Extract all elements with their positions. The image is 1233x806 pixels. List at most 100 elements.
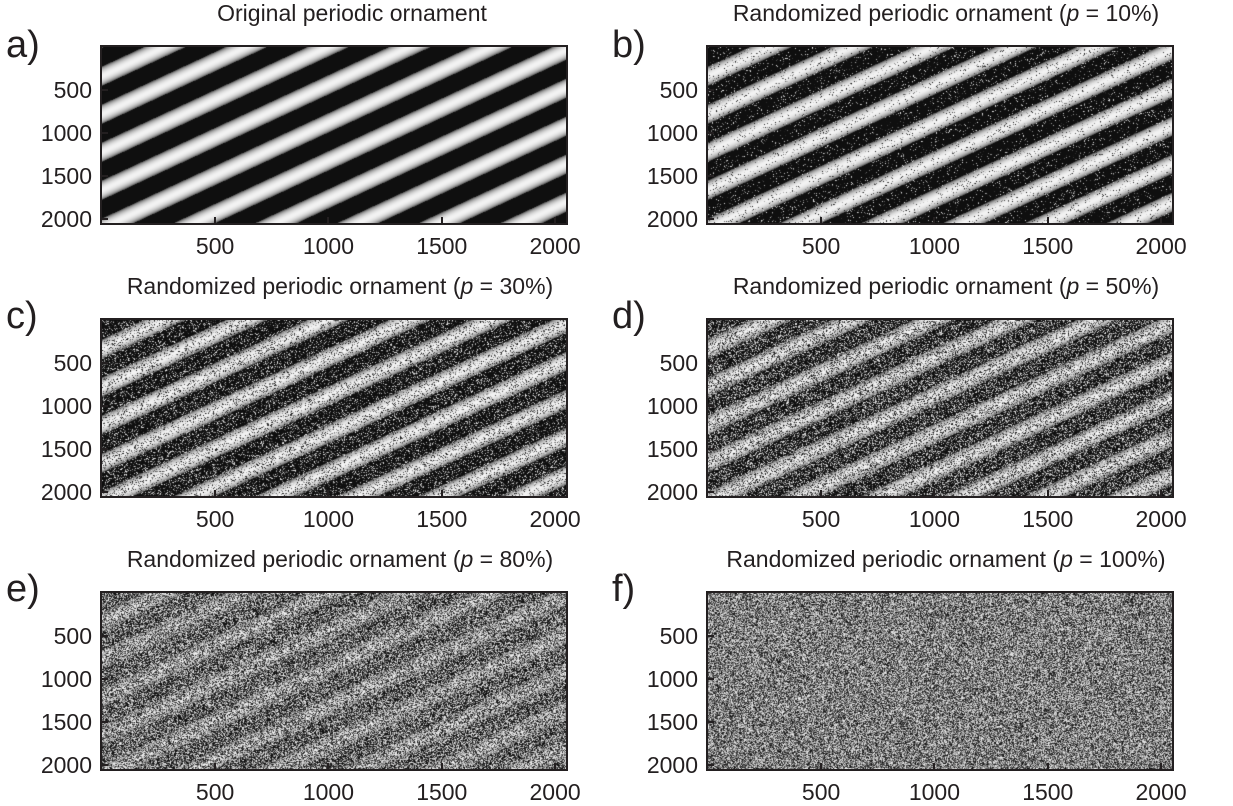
y-tick-mark [102,720,108,723]
y-tick-label: 1000 [646,665,698,692]
x-tick-mark [933,490,936,496]
x-tick-mark [1160,490,1163,496]
x-tick-label: 500 [801,779,841,805]
y-tick-mark [708,490,714,493]
panel-e: e) Randomized periodic ornament (p = 80%)… [0,546,600,806]
y-tick-mark [708,174,714,177]
y-tick-mark [102,131,108,134]
x-tick-label: 1000 [302,506,355,532]
heatmap-image [708,320,1172,496]
x-tick-label: 1500 [1022,233,1074,259]
heatmap-plot [100,45,568,225]
panel-title: Randomized periodic ornament (p = 100%) [646,546,1233,572]
x-tick-label: 1500 [1022,506,1074,532]
y-tick-label: 500 [53,349,92,376]
x-tick-label: 1500 [416,506,468,532]
title-prefix: Randomized periodic ornament ( [726,546,1061,572]
y-tick-label: 1000 [40,392,92,419]
x-tick-label: 2000 [529,779,581,805]
y-tick-mark [708,131,714,134]
y-tick-label: 1000 [40,119,92,146]
x-tick-mark [1046,217,1049,223]
title-suffix: = 30%) [473,273,554,299]
panel-label: d) [612,295,646,337]
y-tick-label: 500 [659,349,698,376]
x-tick-mark [554,217,557,223]
panel-label: f) [612,568,636,610]
x-tick-mark [214,490,217,496]
x-tick-mark [933,763,936,769]
y-tick-label: 1500 [646,708,698,735]
panel-b: b) Randomized periodic ornament (p = 10%)… [606,0,1206,260]
y-tick-mark [102,88,108,91]
y-tick-label: 1500 [40,162,92,189]
x-tick-mark [440,217,443,223]
heatmap-image [708,593,1172,769]
x-tick-mark [1046,763,1049,769]
panel-d: d) Randomized periodic ornament (p = 50%)… [606,273,1206,533]
y-tick-mark [708,361,714,364]
x-tick-label: 2000 [1135,779,1187,805]
x-tick-label: 500 [801,506,841,532]
x-tick-mark [820,763,823,769]
y-tick-mark [102,174,108,177]
y-tick-label: 1000 [646,392,698,419]
heatmap-image [708,47,1172,223]
y-tick-label: 1500 [40,435,92,462]
title-prefix: Randomized periodic ornament ( [732,0,1067,26]
title-prefix: Randomized periodic ornament ( [126,546,461,572]
y-tick-mark [708,217,714,220]
panel-f: f) Randomized periodic ornament (p = 100%… [606,546,1206,806]
panel-label: a) [6,24,40,66]
title-prefix: Randomized periodic ornament ( [126,273,461,299]
panel-title: Original periodic ornament [52,0,652,26]
title-prefix: Randomized periodic ornament ( [732,273,1067,299]
y-tick-mark [102,763,108,766]
heatmap-plot [706,318,1174,498]
x-tick-mark [327,217,330,223]
heatmap-image [102,320,566,496]
x-tick-label: 500 [195,233,235,259]
x-tick-label: 1000 [908,779,961,805]
y-tick-label: 1000 [646,119,698,146]
x-tick-label: 500 [195,506,235,532]
panel-title: Randomized periodic ornament (p = 80%) [40,546,640,572]
x-tick-label: 1500 [416,779,468,805]
y-tick-label: 2000 [40,205,92,232]
title-variable: p [1066,0,1080,26]
x-tick-mark [214,217,217,223]
x-tick-label: 2000 [1135,233,1187,259]
x-tick-mark [214,763,217,769]
heatmap-plot [706,591,1174,771]
x-tick-label: 2000 [529,233,581,259]
panel-label: c) [6,295,38,337]
x-tick-label: 2000 [1135,506,1187,532]
x-tick-mark [1046,490,1049,496]
y-tick-label: 2000 [646,751,698,778]
x-tick-label: 1000 [908,506,961,532]
y-tick-label: 1500 [40,708,92,735]
x-tick-label: 500 [195,779,235,805]
x-tick-label: 1000 [302,233,355,259]
y-tick-mark [102,217,108,220]
y-tick-label: 2000 [40,478,92,505]
panel-label: b) [612,24,646,66]
y-tick-mark [102,447,108,450]
y-tick-label: 500 [659,622,698,649]
title-variable: p [1060,546,1073,572]
y-tick-label: 1500 [646,435,698,462]
x-tick-mark [1160,763,1163,769]
x-tick-mark [554,763,557,769]
y-tick-label: 500 [659,76,698,103]
y-tick-mark [708,763,714,766]
x-tick-label: 500 [801,233,841,259]
x-tick-label: 1500 [1022,779,1074,805]
title-suffix: = 80%) [473,546,554,572]
y-tick-mark [102,677,108,680]
x-tick-mark [327,763,330,769]
x-tick-mark [933,217,936,223]
heatmap-plot [100,591,568,771]
y-tick-mark [102,490,108,493]
heatmap-plot [706,45,1174,225]
x-tick-mark [440,763,443,769]
